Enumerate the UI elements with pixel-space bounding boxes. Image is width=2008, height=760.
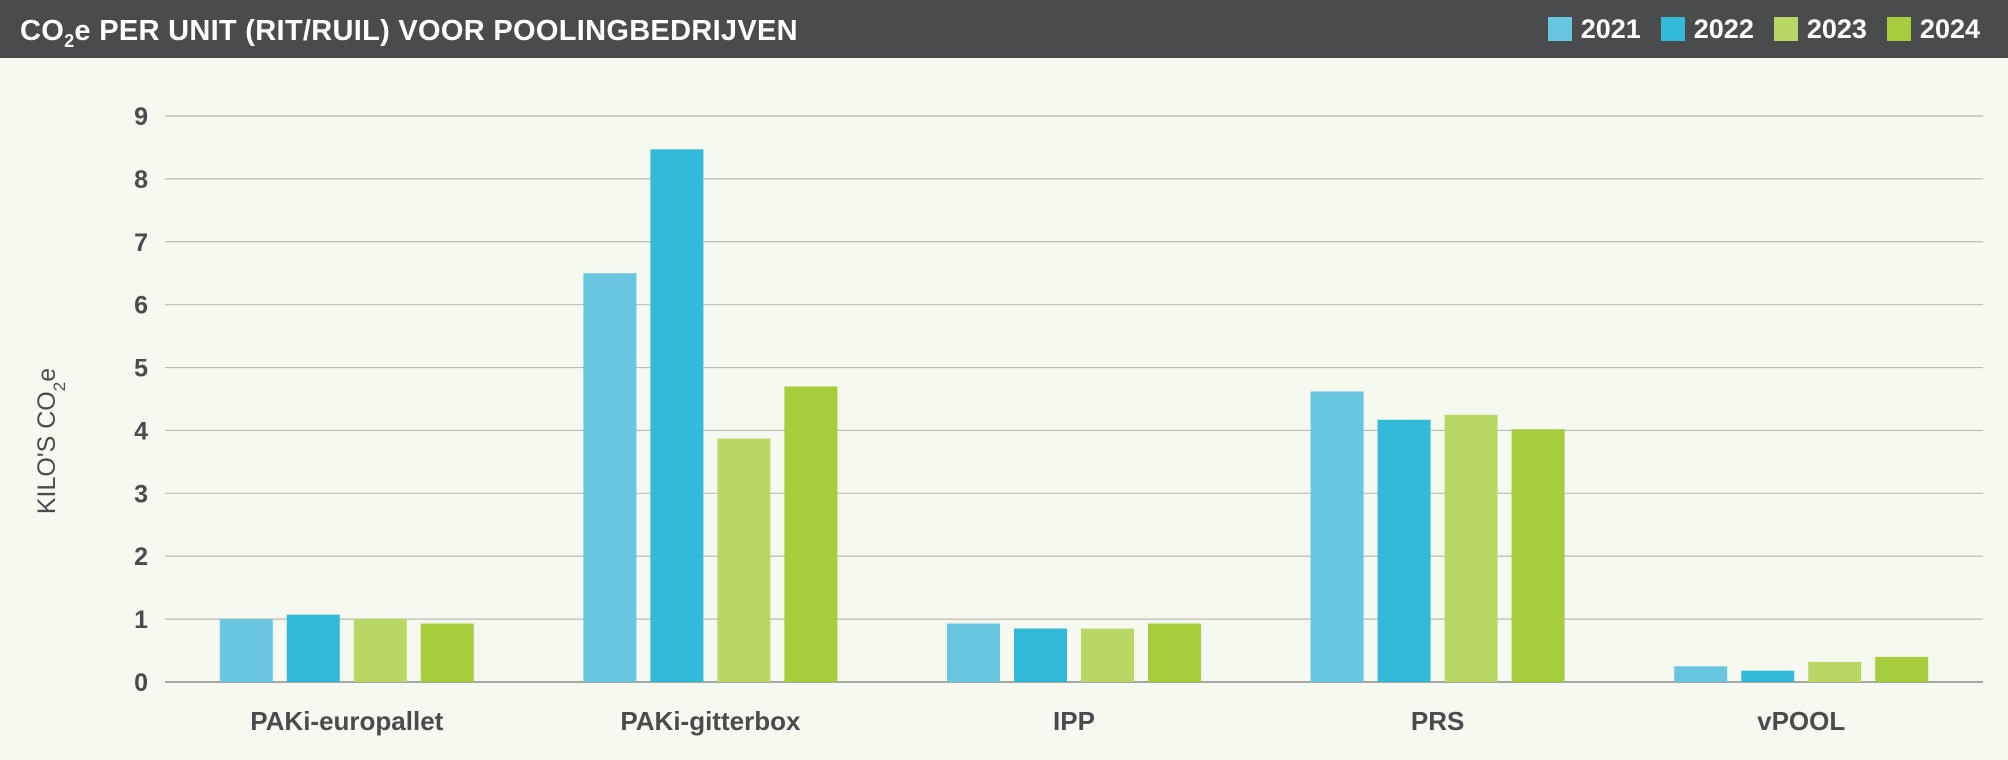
legend-label: 2021 [1580,13,1641,44]
y-tick-label: 8 [134,166,148,194]
bar-ipp-2022 [1014,628,1067,682]
y-tick-label: 4 [134,417,148,445]
bar-chart: 0 1 2 3 4 5 6 7 8 9 PAKi-europallet PAKi-gitterbox… [33,103,1983,736]
y-tick-label: 3 [134,480,148,508]
bar-prs-2023 [1444,414,1498,682]
y-axis-ticks: 0 1 2 3 4 5 6 7 8 9 [134,103,148,697]
title-part-1: CO [20,15,65,47]
category-label: PAKi-gitterbox [620,706,801,736]
legend-item-2022: 2022 [1660,13,1754,45]
category-label: IPP [1053,706,1095,736]
bar-paki-europallet-2024 [420,623,474,682]
bar-paki-gitterbox-2023 [717,438,771,682]
bar-paki-gitterbox-2021 [583,273,637,682]
legend-swatch [1773,17,1798,41]
bar-vpool-2022 [1741,670,1795,682]
title-subscript: 2 [64,30,75,51]
bar-paki-europallet-2023 [353,619,407,682]
y-tick-label: 0 [134,669,148,697]
grid-lines [165,115,1983,683]
y-tick-label: 7 [134,229,148,257]
y-tick-label: 5 [134,355,148,383]
bar-paki-gitterbox-2024 [784,386,838,682]
bar-prs-2021 [1310,391,1364,682]
bar-vpool-2021 [1674,666,1728,682]
legend-item-2024: 2024 [1886,13,1980,45]
bar-ipp-2023 [1081,628,1134,682]
y-axis-label: KILO'S CO2e [33,368,69,514]
bar-ipp-2021 [947,623,1000,682]
title-part-2: e PER UNIT (RIT/RUIL) VOOR POOLINGBEDRIJ… [74,15,798,47]
bar-paki-europallet-2022 [286,614,340,682]
legend-swatch [1660,17,1685,41]
category-label: vPOOL [1757,706,1845,736]
bar-ipp-2024 [1148,623,1201,682]
bar-vpool-2024 [1875,656,1929,682]
legend-item-2021: 2021 [1547,13,1641,45]
legend-swatch [1886,17,1911,41]
chart-legend: 2021 2022 2023 2024 [1547,0,1980,58]
bar-paki-gitterbox-2022 [650,149,704,682]
chart-title: CO2e PER UNIT (RIT/RUIL) VOOR POOLINGBED… [20,0,798,58]
legend-label: 2022 [1693,13,1754,44]
y-tick-label: 2 [134,543,148,571]
bar-prs-2022 [1377,419,1431,682]
y-tick-label: 1 [134,606,148,634]
legend-swatch [1547,17,1572,41]
bar-prs-2024 [1511,429,1565,682]
y-tick-label: 6 [134,292,148,320]
bars [219,149,1929,682]
chart-header: CO2e PER UNIT (RIT/RUIL) VOOR POOLINGBED… [0,0,2008,58]
category-label: PAKi-europallet [250,706,443,736]
legend-item-2023: 2023 [1773,13,1867,45]
legend-label: 2024 [1919,13,1980,44]
bar-paki-europallet-2021 [219,619,273,682]
legend-label: 2023 [1806,13,1867,44]
category-label: PRS [1411,706,1464,736]
bar-vpool-2023 [1808,661,1862,682]
category-labels: PAKi-europallet PAKi-gitterbox IPP PRS vPOOL [250,706,1845,736]
y-tick-label: 9 [134,103,148,131]
